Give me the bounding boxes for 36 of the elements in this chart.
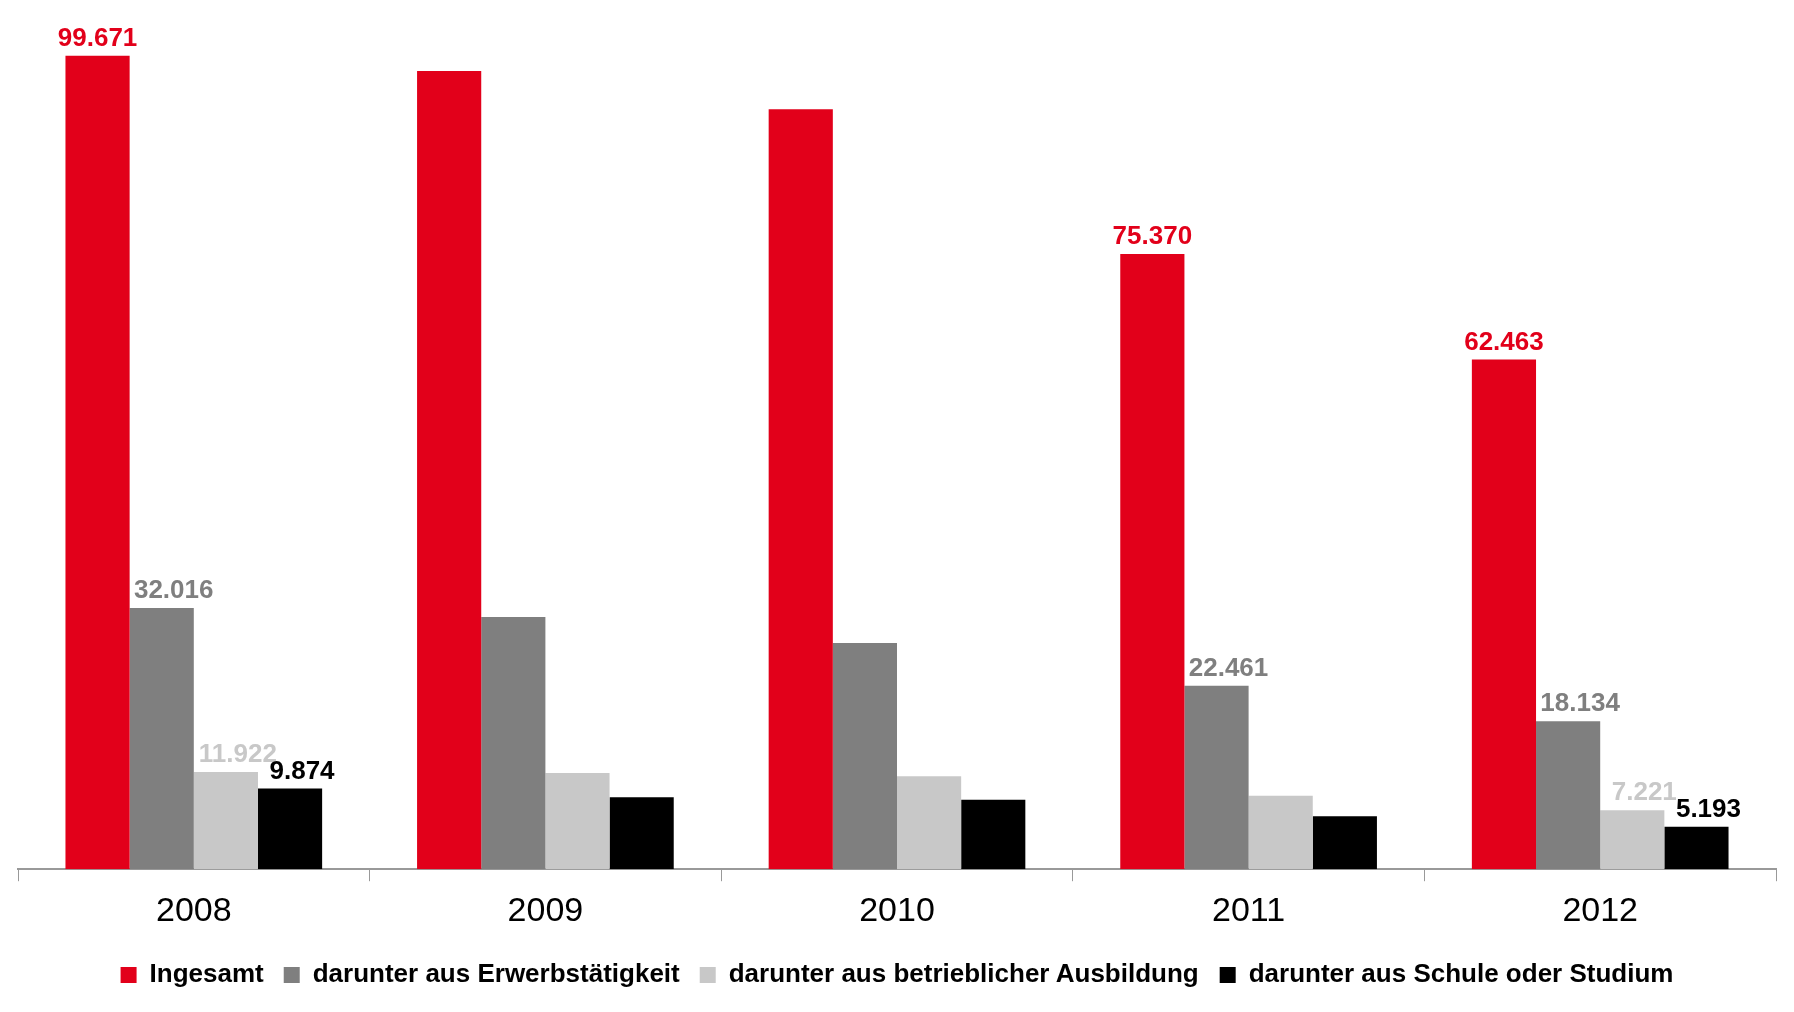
data-label: 5.193 [1675, 792, 1741, 823]
data-label: 99.671 [57, 21, 138, 52]
bar [65, 55, 130, 870]
data-label: 22.461 [1188, 652, 1269, 683]
bar [1120, 254, 1185, 870]
data-label: 32.016 [133, 574, 214, 605]
bar [545, 772, 610, 870]
x-tick-label: 2009 [507, 889, 584, 928]
bar [768, 109, 833, 870]
bar [1536, 721, 1601, 870]
bar [1248, 795, 1313, 870]
bar [129, 607, 194, 870]
bar [1600, 810, 1665, 870]
bar [193, 771, 258, 870]
bar [1664, 826, 1729, 870]
legend-label: darunter aus Schule oder Studium [1248, 958, 1674, 989]
bar [481, 616, 546, 870]
data-label: 18.134 [1540, 687, 1621, 718]
data-label: 62.463 [1464, 325, 1544, 356]
x-tick-label: 2010 [859, 889, 935, 928]
bar [1184, 685, 1249, 870]
bar [417, 70, 482, 870]
x-tick-label: 2011 [1212, 889, 1286, 928]
bar [257, 788, 323, 870]
legend-label: darunter aus Erwerbstätigkeit [312, 958, 681, 989]
x-tick-label: 2012 [1562, 889, 1639, 928]
bar [961, 799, 1026, 870]
bar [897, 776, 962, 870]
data-label: 75.370 [1112, 220, 1193, 251]
bar [832, 643, 897, 870]
x-tick-label: 2008 [155, 889, 232, 928]
bar [1471, 359, 1537, 870]
legend-label: Ingesamt [149, 958, 265, 989]
legend-label: darunter aus betrieblicher Ausbildung [728, 958, 1199, 989]
bar [1312, 816, 1377, 870]
bar [609, 797, 674, 870]
